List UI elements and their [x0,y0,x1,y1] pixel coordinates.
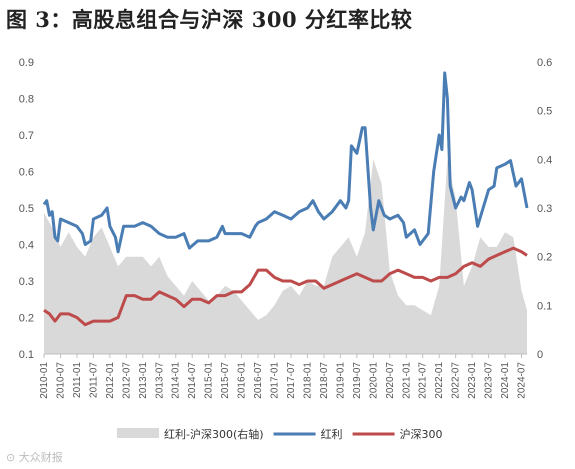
y-right-tick-label: 0.6 [537,57,552,69]
axes-layer: 0.1 0.2 0.3 0.4 0.5 0.6 0.7 0.8 0.9 0 0.1 0.2 0.3 0.4… [19,57,553,399]
y-right-tick-label: 0.4 [537,154,552,166]
x-tick-label: 2021-01 [401,362,412,399]
y-left-tick-label: 0.2 [19,313,34,325]
y-right-tick-label: 0.5 [537,106,552,118]
x-tick-label: 2015-07 [220,362,231,399]
legend-label: 红利 [321,428,343,441]
x-tick-label: 2011-01 [72,362,83,398]
legend-label: 红利-沪深300(右轴) [164,427,264,441]
x-tick-label: 2014-01 [171,362,182,399]
chart-title: 图 3：高股息组合与沪深 300 分红率比较 [6,7,413,32]
watermark: ⊙ 大众财报 [6,451,63,464]
x-tick-label: 2010-07 [55,362,66,399]
x-tick-label: 2024-01 [500,362,511,399]
x-tick-label: 2023-01 [467,362,478,399]
x-tick-label: 2019-01 [335,362,346,399]
legend-label: 沪深300 [400,427,443,441]
area-series-diff [44,159,527,354]
line-series-1 [42,71,529,254]
x-tick-label: 2019-07 [352,362,363,399]
y-left-tick-label: 0.8 [19,94,34,106]
y-left-tick-label: 0.6 [19,167,34,179]
y-right-tick-label: 0.1 [537,300,552,312]
x-tick-label: 2016-07 [253,362,264,399]
x-tick-label: 2012-01 [105,362,116,399]
line-layer [42,71,529,327]
x-tick-label: 2022-07 [451,362,462,399]
x-tick-label: 2013-01 [138,362,149,399]
x-tick-label: 2017-01 [270,362,281,399]
y-right-tick-label: 0.2 [537,252,552,264]
x-tick-label: 2024-07 [517,362,528,399]
x-tick-label: 2018-01 [302,362,313,399]
x-tick-label: 2023-07 [484,362,495,399]
y-left-tick-label: 0.5 [19,203,34,215]
y-left-tick-label: 0.9 [19,57,34,69]
x-tick-label: 2012-07 [121,362,132,399]
x-tick-label: 2010-01 [39,362,50,399]
x-tick-label: 2013-07 [154,362,165,399]
y-left-tick-label: 0.4 [19,240,34,252]
x-tick-label: 2015-01 [204,362,215,399]
area-layer [44,159,527,354]
x-tick-label: 2020-07 [385,362,396,399]
legend: 红利-沪深300(右轴) 红利 沪深300 [117,427,443,441]
x-tick-label: 2014-07 [187,362,198,399]
y-left-tick-label: 0.1 [19,349,34,361]
x-tick-label: 2018-07 [319,362,330,399]
y-left-tick-label: 0.3 [19,276,34,288]
legend-swatch-area [117,428,159,438]
x-tick-label: 2016-01 [237,362,248,399]
x-tick-label: 2022-01 [434,362,445,399]
line-series-2 [43,246,528,327]
x-tick-label: 2011-07 [88,362,99,398]
y-right-tick-label: 0.3 [537,203,552,215]
x-tick-label: 2021-07 [418,362,429,399]
y-right-tick-label: 0 [537,349,543,361]
x-tick-label: 2017-07 [286,362,297,399]
y-left-tick-label: 0.7 [19,130,34,142]
x-tick-label: 2020-01 [368,362,379,399]
